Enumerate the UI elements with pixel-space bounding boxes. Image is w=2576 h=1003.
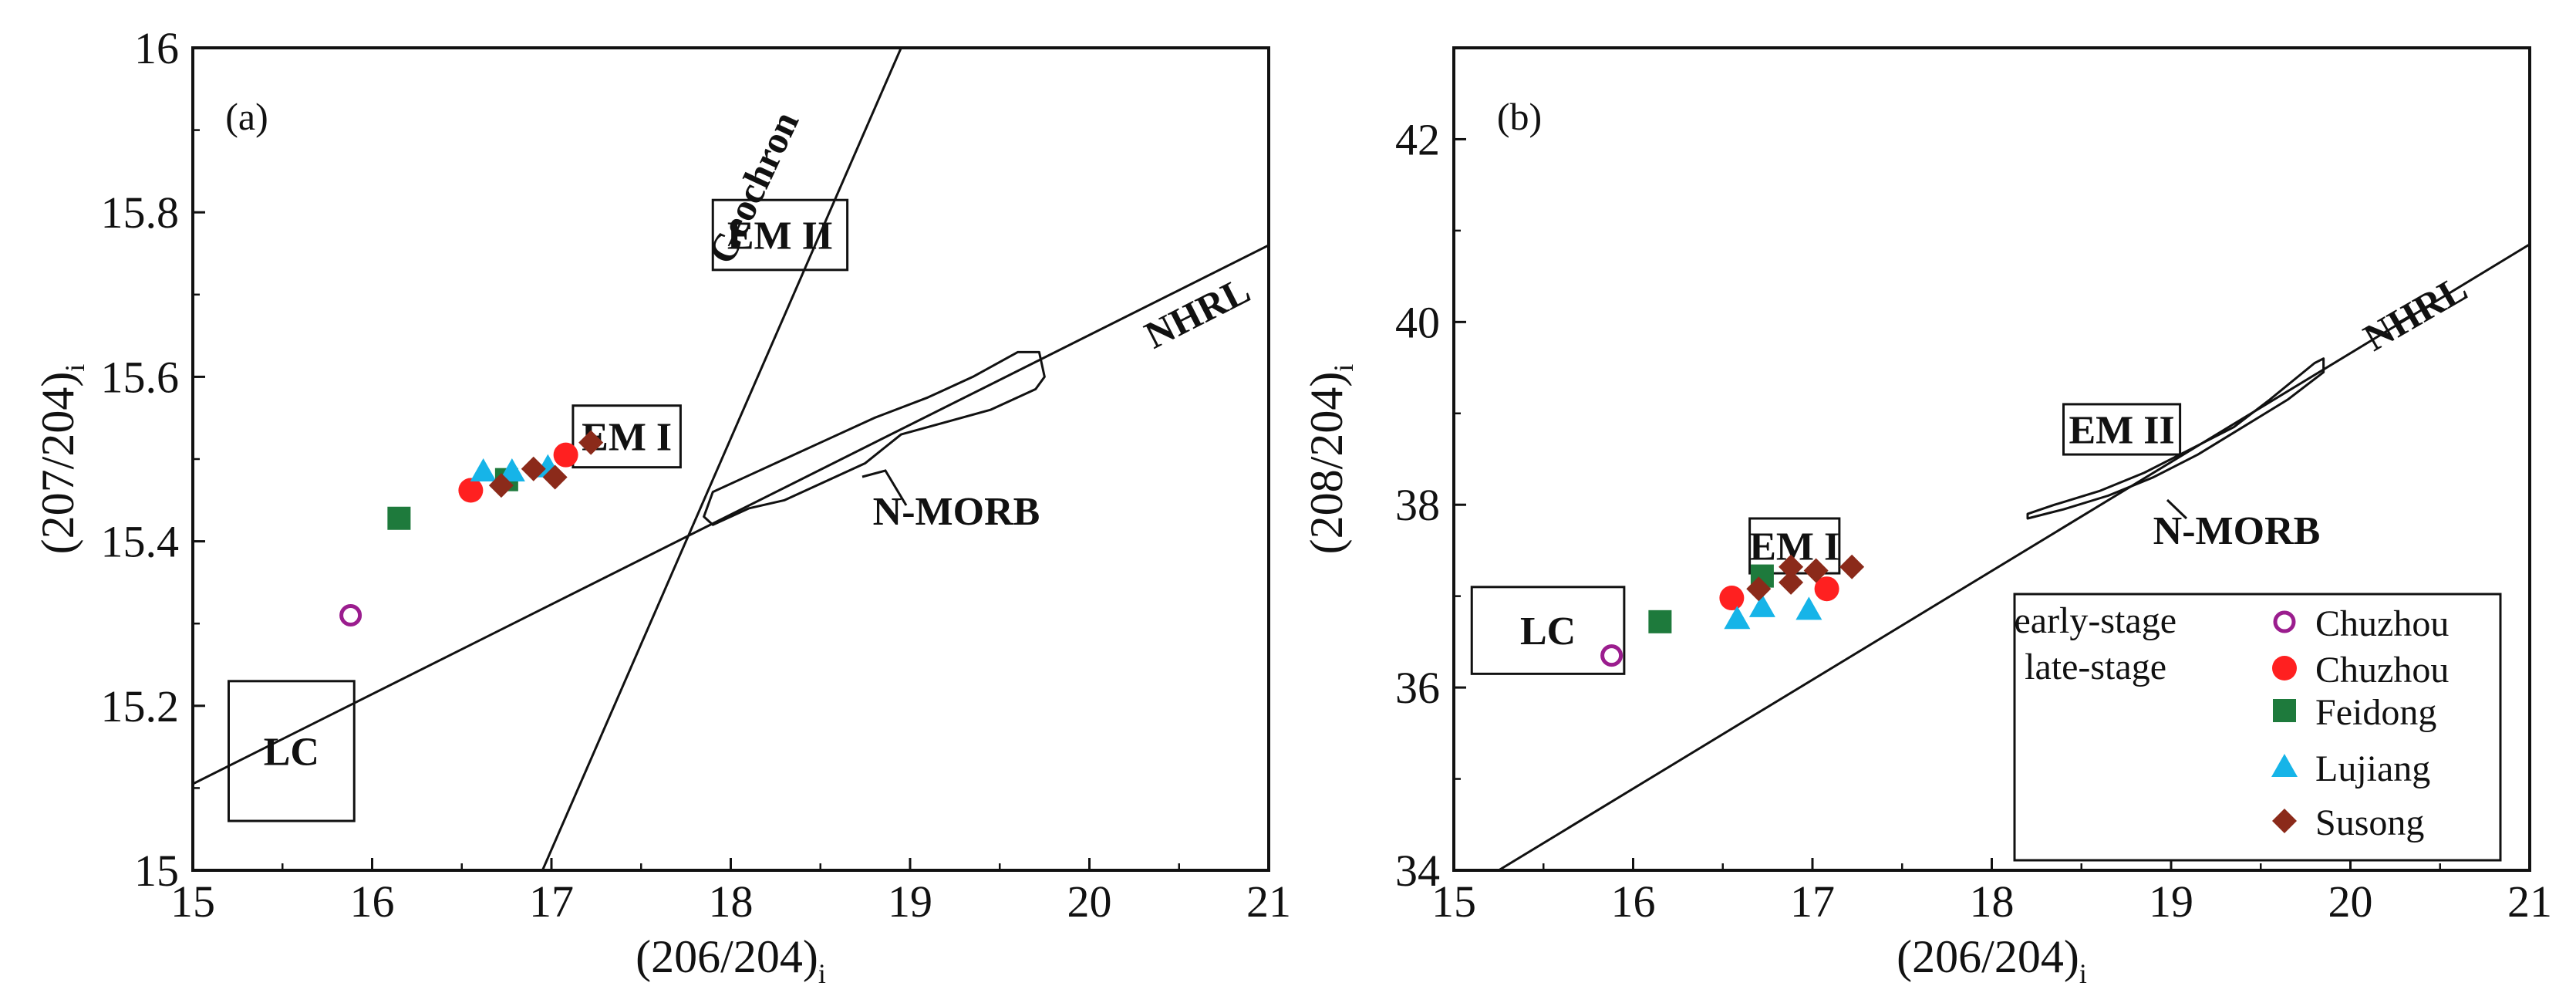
x-axis-title: (206/204)i [636,931,826,989]
n-morb-label: N-MORB [2153,509,2321,553]
y-axis-title: (207/204)i [32,364,90,555]
y-tick-label: 34 [1395,846,1440,896]
legend: early-stagelate-stageChuzhouChuzhouFeido… [2013,593,2502,862]
data-point-late-stage-chuzhou [553,442,578,468]
legend-entry: Feidong [2315,692,2436,733]
legend-marker-early-stage-chuzhou [2273,610,2296,633]
region-box-em-i [572,404,682,469]
data-point-susong [488,473,514,498]
x-tick-label: 20 [1067,876,1112,927]
region-box-em-ii [711,198,849,272]
legend-entry: Susong [2315,802,2424,843]
data-point-susong [542,464,568,490]
region-box-lc [1470,586,1626,675]
y-tick-label: 38 [1395,480,1440,530]
legend-group-label: early-stage [2014,600,2176,641]
panel-label: (a) [225,95,268,138]
legend-entry: Lujiang [2315,748,2430,789]
y-axis-title: (208/204)i [1301,364,1359,555]
region-label: LC [1520,610,1576,653]
x-axis-title: (206/204)i [1897,931,2087,989]
x-tick-label: 15 [1431,876,1476,927]
n-morb-field [2026,357,2325,520]
x-tick-label: 18 [709,876,754,927]
region-label: LC [264,730,319,774]
panel-b: 15 16 17 18 19 20 21 34 36 38 40 42 (206/204)i (208/2… [1301,46,2552,989]
region-label: EM II [727,214,833,258]
y-tick-label: 16 [134,23,179,73]
nhrl-label: NHRL [2356,266,2474,360]
data-point-susong [1803,558,1829,583]
y-tick-label: 15.6 [101,352,180,402]
data-point-lujiang [1748,593,1775,617]
data-point-susong [1839,554,1865,579]
data-point-susong [1779,569,1804,595]
legend-marker-feidong [2273,699,2296,722]
x-tick-label: 21 [1246,876,1291,927]
x-tick-label: 16 [350,876,395,927]
panel-label: (b) [1497,95,1542,138]
data-point-late-stage-chuzhou [1814,576,1839,602]
data-point-late-stage-chuzhou [1719,586,1745,611]
y-tick-label: 15.4 [101,517,180,567]
x-tick-label: 16 [1611,876,1656,927]
data-point-feidong [1648,610,1672,633]
x-tick-label: 19 [2149,876,2193,927]
panel-a: 15 16 17 18 19 20 21 15 15.2 15.4 15.6 15.8 16 (206/2… [32,23,1291,989]
data-point-lujiang [498,458,525,481]
data-point-early-stage-chuzhou [1600,644,1623,667]
legend-group-label: late-stage [2025,647,2166,687]
data-point-lujiang [470,458,497,481]
x-tick-label: 18 [1970,876,2015,927]
legend-marker-susong [2272,809,2297,833]
y-tick-label: 42 [1395,114,1440,164]
plot-area [1498,243,2530,870]
nhrl-line [193,244,1269,785]
n-morb-label: N-MORB [873,490,1040,534]
y-tick-label: 15.2 [101,681,180,731]
region-box-lc [228,680,356,822]
data-point-early-stage-chuzhou [339,604,362,627]
data-point-feidong [387,506,411,530]
data-point-susong [1746,576,1772,602]
y-tick-label: 36 [1395,663,1440,713]
geochron-line [541,48,902,870]
legend-entry: Chuzhou [2315,650,2449,691]
data-point-susong [1779,554,1804,579]
x-tick-label: 17 [1790,876,1835,927]
n-morb-leader [861,469,908,506]
x-tick-label: 17 [529,876,574,927]
x-tick-label: 20 [2328,876,2373,927]
region-label: EM II [2069,409,2174,453]
n-morb-leader [2166,498,2188,520]
x-tick-label: 19 [888,876,932,927]
legend-frame [2013,593,2502,862]
nhrl-line [1498,243,2530,870]
data-point-lujiang [1795,596,1822,620]
data-point-late-stage-chuzhou [458,478,484,503]
y-tick-label: 40 [1395,297,1440,347]
data-point-susong [521,456,546,481]
legend-marker-lujiang [2271,754,2298,777]
legend-marker-late-stage-chuzhou [2272,656,2297,680]
region-box-em-ii [2062,403,2182,456]
y-tick-label: 15.8 [101,187,180,238]
plot-area [193,48,1269,870]
x-tick-label: 15 [170,876,215,927]
legend-entry: Chuzhou [2315,603,2449,644]
n-morb-field [703,350,1046,526]
data-point-susong [578,430,604,455]
y-tick-label: 15 [134,846,179,896]
x-tick-label: 21 [2507,876,2552,927]
data-point-lujiang [1724,606,1751,630]
